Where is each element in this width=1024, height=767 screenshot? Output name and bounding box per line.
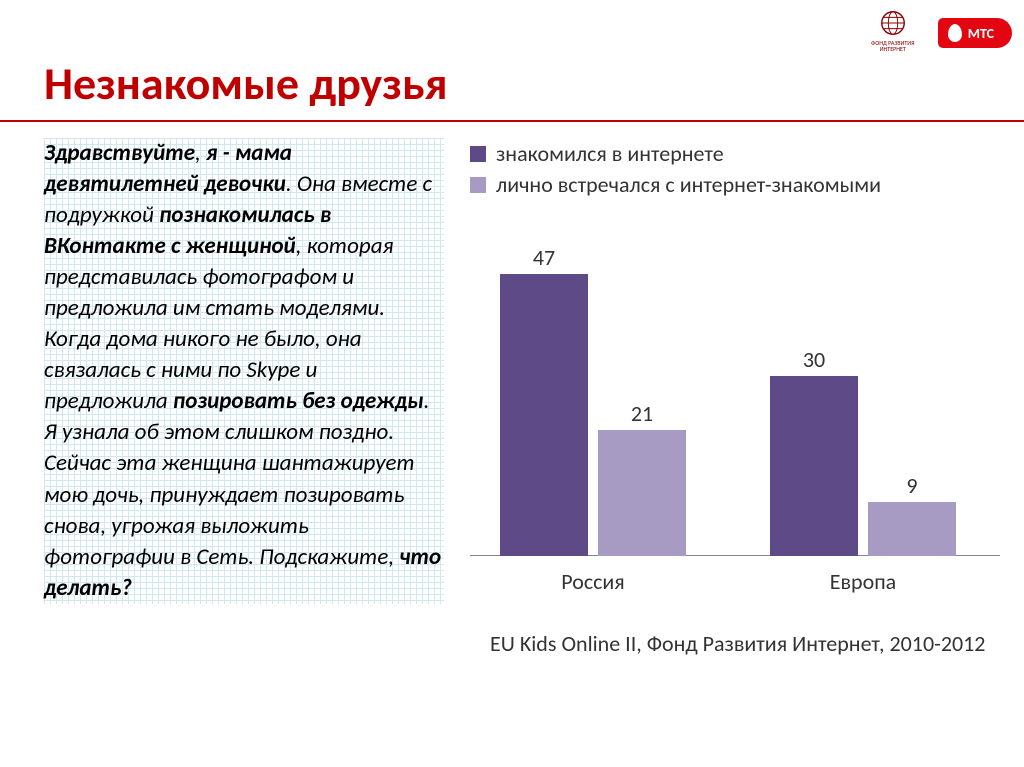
testimonial-bold: Здравствуйте [44, 139, 195, 167]
title-underline [0, 120, 1024, 122]
legend-label: лично встречался с интернет-знакомыми [496, 171, 881, 198]
mts-label: МТС [968, 25, 994, 42]
testimonial-bold: позировать без одежды [173, 387, 424, 415]
legend-swatch [470, 177, 486, 193]
legend-label: знакомился в интернете [496, 140, 724, 167]
internet-foundation-logo: ФОНД РАЗВИТИЯ ИНТЕРНЕТ [868, 8, 918, 58]
chart-plot: 4721309 [470, 216, 1000, 556]
bar-group: 4721 [500, 274, 686, 556]
testimonial-span: , [195, 139, 206, 167]
header-logos: ФОНД РАЗВИТИЯ ИНТЕРНЕТ МТС [868, 8, 1012, 58]
bar: 21 [598, 430, 686, 556]
chart-source: EU Kids Online II, Фонд Развития Интерне… [470, 630, 1000, 659]
x-axis-label: Европа [770, 568, 956, 595]
legend-swatch [470, 146, 486, 162]
bar-value-label: 9 [868, 472, 956, 499]
globe-icon [878, 8, 908, 38]
bar-group: 309 [770, 376, 956, 556]
egg-icon [948, 24, 962, 42]
legend-row: знакомился в интернете [470, 140, 1000, 167]
chart-container: знакомился в интернете лично встречался с… [470, 140, 1000, 659]
bar-value-label: 47 [500, 244, 588, 271]
testimonial-text: Здравствуйте, я - мама девятилетней дево… [44, 138, 444, 604]
bar-value-label: 21 [598, 400, 686, 427]
page-title: Незнакомые друзья [44, 56, 448, 112]
bar: 47 [500, 274, 588, 556]
bar-value-label: 30 [770, 346, 858, 373]
mts-logo: МТС [938, 18, 1012, 48]
chart-x-labels: Россия Европа [470, 568, 1000, 598]
x-axis-label: Россия [500, 568, 686, 595]
internet-foundation-caption: ФОНД РАЗВИТИЯ ИНТЕРНЕТ [868, 40, 918, 52]
bar: 30 [770, 376, 858, 556]
chart-legend: знакомился в интернете лично встречался с… [470, 140, 1000, 198]
bar: 9 [868, 502, 956, 556]
legend-row: лично встречался с интернет-знакомыми [470, 171, 1000, 198]
